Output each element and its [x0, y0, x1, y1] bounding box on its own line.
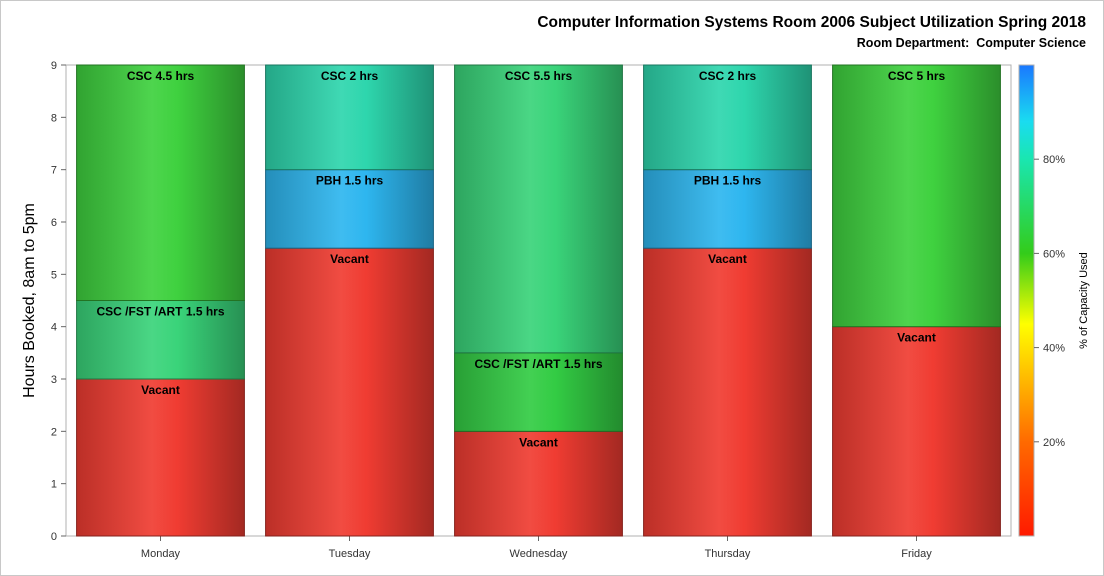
- chart-subtitle: Room Department: Computer Science: [856, 36, 1086, 50]
- colorbar-tick-label: 20%: [1043, 437, 1065, 449]
- colorbar-tick-label: 60%: [1043, 248, 1065, 260]
- bar-segment: [454, 352, 623, 432]
- colorbar-label: % of Capacity Used: [1078, 252, 1090, 349]
- x-tick-label: Thursday: [705, 548, 751, 560]
- bar-segment-label: Vacant: [897, 331, 936, 345]
- bar-segment-label: Vacant: [519, 435, 558, 449]
- y-tick-label: 7: [51, 165, 57, 177]
- y-tick-label: 4: [51, 322, 57, 334]
- bar-segment: [76, 64, 245, 301]
- bar-segment-label: Vacant: [330, 252, 369, 266]
- bar-segment: [643, 247, 812, 537]
- bar-segment: [643, 64, 812, 171]
- colorbar-tick-label: 40%: [1043, 343, 1065, 355]
- bar-segment-label: CSC 2 hrs: [699, 69, 757, 83]
- bar-segment: [265, 169, 434, 249]
- bar-segment-label: CSC 4.5 hrs: [127, 69, 195, 83]
- bar-segment: [76, 378, 245, 537]
- x-tick-label: Tuesday: [329, 548, 371, 560]
- bar-segment-label: PBH 1.5 hrs: [694, 174, 762, 188]
- colorbar-tick-label: 80%: [1043, 154, 1065, 166]
- y-tick-label: 0: [51, 531, 57, 543]
- bar-segment-label: CSC 5.5 hrs: [505, 69, 573, 83]
- bar-segment-label: CSC 5 hrs: [888, 69, 946, 83]
- bar-segment-label: Vacant: [708, 252, 747, 266]
- x-tick-label: Wednesday: [510, 548, 568, 560]
- bar-segment: [643, 169, 812, 249]
- y-tick-label: 2: [51, 426, 57, 438]
- bar-segment: [832, 64, 1001, 328]
- y-tick-label: 8: [51, 112, 57, 124]
- y-tick-label: 6: [51, 217, 57, 229]
- bar-segment-label: PBH 1.5 hrs: [316, 174, 384, 188]
- bar-segment: [265, 64, 434, 171]
- bar-segment: [832, 326, 1001, 537]
- x-tick-label: Friday: [901, 548, 932, 560]
- plot-area: 0 1 2 3 4 5 6 7 8 9 Hours Booked, 8am to 5pm Monday…: [21, 60, 1090, 560]
- chart-title: Computer Information Systems Room 2006 S…: [537, 14, 1086, 31]
- bar-segment-label: CSC /FST /ART 1.5 hrs: [474, 357, 602, 371]
- colorbar: [1018, 64, 1035, 537]
- bar-segment: [454, 430, 623, 537]
- bar-segment-label: Vacant: [141, 383, 180, 397]
- bar-segment-label: CSC 2 hrs: [321, 69, 379, 83]
- y-tick-label: 9: [51, 60, 57, 72]
- bar-segment: [454, 64, 623, 354]
- y-axis-label: Hours Booked, 8am to 5pm: [21, 203, 38, 398]
- y-tick-label: 5: [51, 269, 57, 281]
- y-tick-label: 3: [51, 374, 57, 386]
- x-tick-label: Monday: [141, 548, 181, 560]
- bar-segment: [265, 247, 434, 537]
- bar-segment-label: CSC /FST /ART 1.5 hrs: [96, 305, 224, 319]
- y-tick-label: 1: [51, 479, 57, 491]
